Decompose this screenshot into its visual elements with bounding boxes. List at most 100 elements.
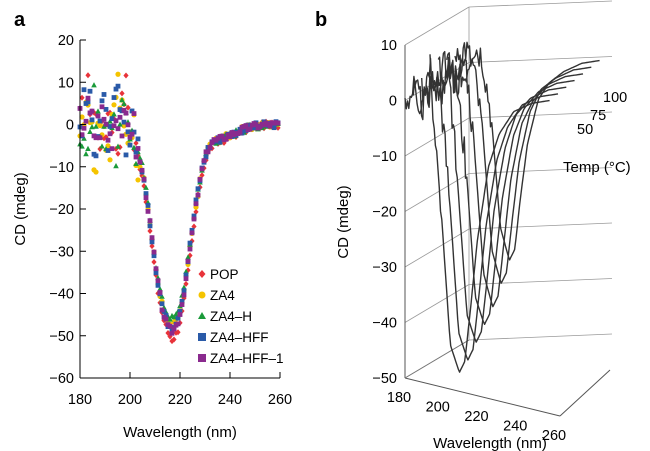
panel-a-point-za4-hff-1: [151, 249, 157, 255]
panel-a-letter: a: [14, 9, 26, 31]
panel-a-point-za4-hff: [159, 301, 165, 307]
panel-a-point-za4-hff: [121, 119, 127, 125]
panel-a-point-za4-hff: [127, 142, 133, 148]
panel-a-point-za4-hff-1: [133, 154, 139, 160]
panel-a-y-tick-label: 20: [58, 33, 74, 49]
panel-a-y-tick-label: −20: [49, 202, 74, 218]
panel-b-x-tick-label: 180: [387, 390, 411, 406]
panel-a-point-za4-h: [137, 155, 143, 161]
panel-b-gridline-side: [404, 6, 470, 46]
panel-a-point-za4: [111, 102, 117, 108]
panel-a-point-za4-hff-1: [117, 114, 123, 120]
panel-a-x-tick-label: 180: [68, 392, 92, 408]
panel-a-point-za4-hff: [153, 270, 159, 276]
panel-b-curve-40: [404, 75, 550, 373]
panel-a-point-za4-hff-1: [135, 146, 141, 151]
panel-a-point-pop: [175, 329, 181, 336]
panel-a-point-za4-hff-1: [131, 111, 137, 116]
panel-b-gridline-back: [468, 111, 613, 119]
panel-a-legend-marker: [198, 270, 206, 278]
panel-a-point-za4-hff-1: [243, 123, 249, 128]
panel-b-floor-depth-edge: [404, 339, 470, 379]
panel-a-point-za4-hff: [187, 240, 193, 246]
panel-a-point-za4-hff: [183, 272, 189, 278]
panel-a-point-za4-hff: [97, 118, 103, 124]
panel-a-ticks: −60 −50 −40 −30 −20 −10 0 10 20 180 200 220 240 260: [49, 33, 292, 408]
panel-b-x-tick-label: 220: [464, 409, 488, 425]
panel-a-point-pop: [147, 228, 153, 235]
panel-b-letter: b: [315, 9, 327, 31]
panel-a-point-za4-hff-1: [169, 330, 175, 336]
panel-a-point-za4-hff: [181, 288, 187, 294]
panel-a-point-za4-h: [167, 316, 173, 322]
panel-a-point-za4-hff-1: [209, 140, 215, 145]
panel-a-y-tick-label: −40: [49, 287, 74, 303]
panel-a-point-za4-hff-1: [85, 95, 91, 101]
panel-a-point-za4-hff-1: [201, 158, 207, 164]
panel-a-point-za4-hff-1: [247, 126, 253, 132]
panel-a-point-pop: [183, 280, 189, 287]
panel-a-point-za4-hff-1: [175, 321, 181, 327]
panel-a-legend-label: ZA4–HFF–1: [210, 351, 284, 366]
panel-b-curve-60: [421, 57, 567, 343]
panel-a-point-za4-hff-1: [149, 235, 155, 241]
panel-a-point-za4-hff-1: [227, 134, 233, 140]
panel-b-y-tick-label: −20: [372, 205, 397, 221]
panel-a-point-za4-hff: [89, 117, 95, 123]
panel-a-point-za4-hff-1: [123, 110, 129, 116]
panel-a-point-za4: [105, 143, 111, 149]
panel-a-point-za4-h: [133, 160, 139, 166]
panel-a-point-za4-hff-1: [101, 116, 107, 122]
panel-a-point-za4-hff: [147, 223, 153, 229]
panel-a-point-za4-hff-1: [179, 302, 185, 307]
panel-b-gridline-side: [404, 228, 470, 268]
panel-a-point-pop: [85, 72, 91, 79]
panel-a-point-za4-hff: [125, 129, 131, 135]
panel-a-point-za4-hff: [135, 136, 141, 142]
panel-a-point-za4-hff-1: [207, 144, 213, 150]
panel-a-point-za4-hff: [115, 83, 121, 89]
panel-a-point-za4: [79, 114, 85, 120]
panel-b-gridline-back: [468, 167, 613, 174]
panel-a-point-za4-hff: [179, 298, 185, 304]
panel-a-point-za4-hff-1: [105, 137, 111, 143]
panel-a-point-pop: [149, 243, 155, 250]
panel-b-z-tick-label: 75: [590, 108, 606, 124]
panel-a-point-za4-h: [185, 254, 191, 260]
panel-a-point-za4-h: [171, 314, 177, 320]
panel-a-point-za4-hff: [145, 203, 151, 208]
panel-a-legend-marker: [198, 291, 206, 299]
panel-a-point-za4-hff-1: [111, 123, 117, 129]
panel-a-chart: −60 −50 −40 −30 −20 −10 0 10 20 180 200 220 240 260 W…: [12, 33, 292, 441]
panel-a-point-za4-h: [95, 108, 101, 114]
panel-a-point-za4-hff-1: [97, 135, 103, 141]
panel-a-point-za4-hff-1: [93, 135, 99, 141]
panel-a-point-za4: [135, 177, 141, 183]
panel-a-point-za4-hff: [155, 282, 161, 288]
panel-a-legend-marker: [198, 354, 206, 362]
panel-a-legend-marker: [198, 333, 206, 341]
panel-a-point-za4-h: [131, 144, 137, 150]
panel-a-point-za4-hff: [113, 86, 119, 92]
panel-a-point-za4-hff-1: [125, 122, 131, 128]
panel-a-point-za4-hff: [87, 88, 93, 94]
panel-a-point-za4-hff: [133, 149, 139, 155]
panel-a-point-pop: [79, 94, 85, 101]
panel-a-point-za4-hff-1: [195, 192, 201, 198]
panel-a-point-za4-h: [83, 151, 89, 157]
panel-a-point-za4-hff-1: [199, 166, 205, 172]
panel-a-point-za4-hff-1: [205, 149, 211, 155]
panel-a-y-tick-label: −50: [49, 329, 74, 345]
panel-a-point-za4-hff: [271, 125, 277, 131]
panel-a-point-za4-hff: [149, 239, 155, 245]
panel-a-legend: POP ZA4 ZA4–H ZA4–HFF ZA4–HFF–1: [198, 267, 284, 366]
panel-a-y-tick-label: −60: [49, 371, 74, 387]
panel-a-point-za4: [93, 169, 99, 175]
panel-a-point-za4-hff-1: [103, 121, 109, 127]
panel-a-point-za4-hff-1: [95, 113, 101, 119]
panel-a-point-za4-hff-1: [139, 167, 145, 173]
panel-a-point-za4-hff-1: [163, 316, 169, 322]
panel-b-x-axis: [404, 377, 561, 417]
panel-a-point-za4-hff: [99, 98, 105, 104]
panel-a-point-za4-hff-1: [83, 118, 89, 124]
